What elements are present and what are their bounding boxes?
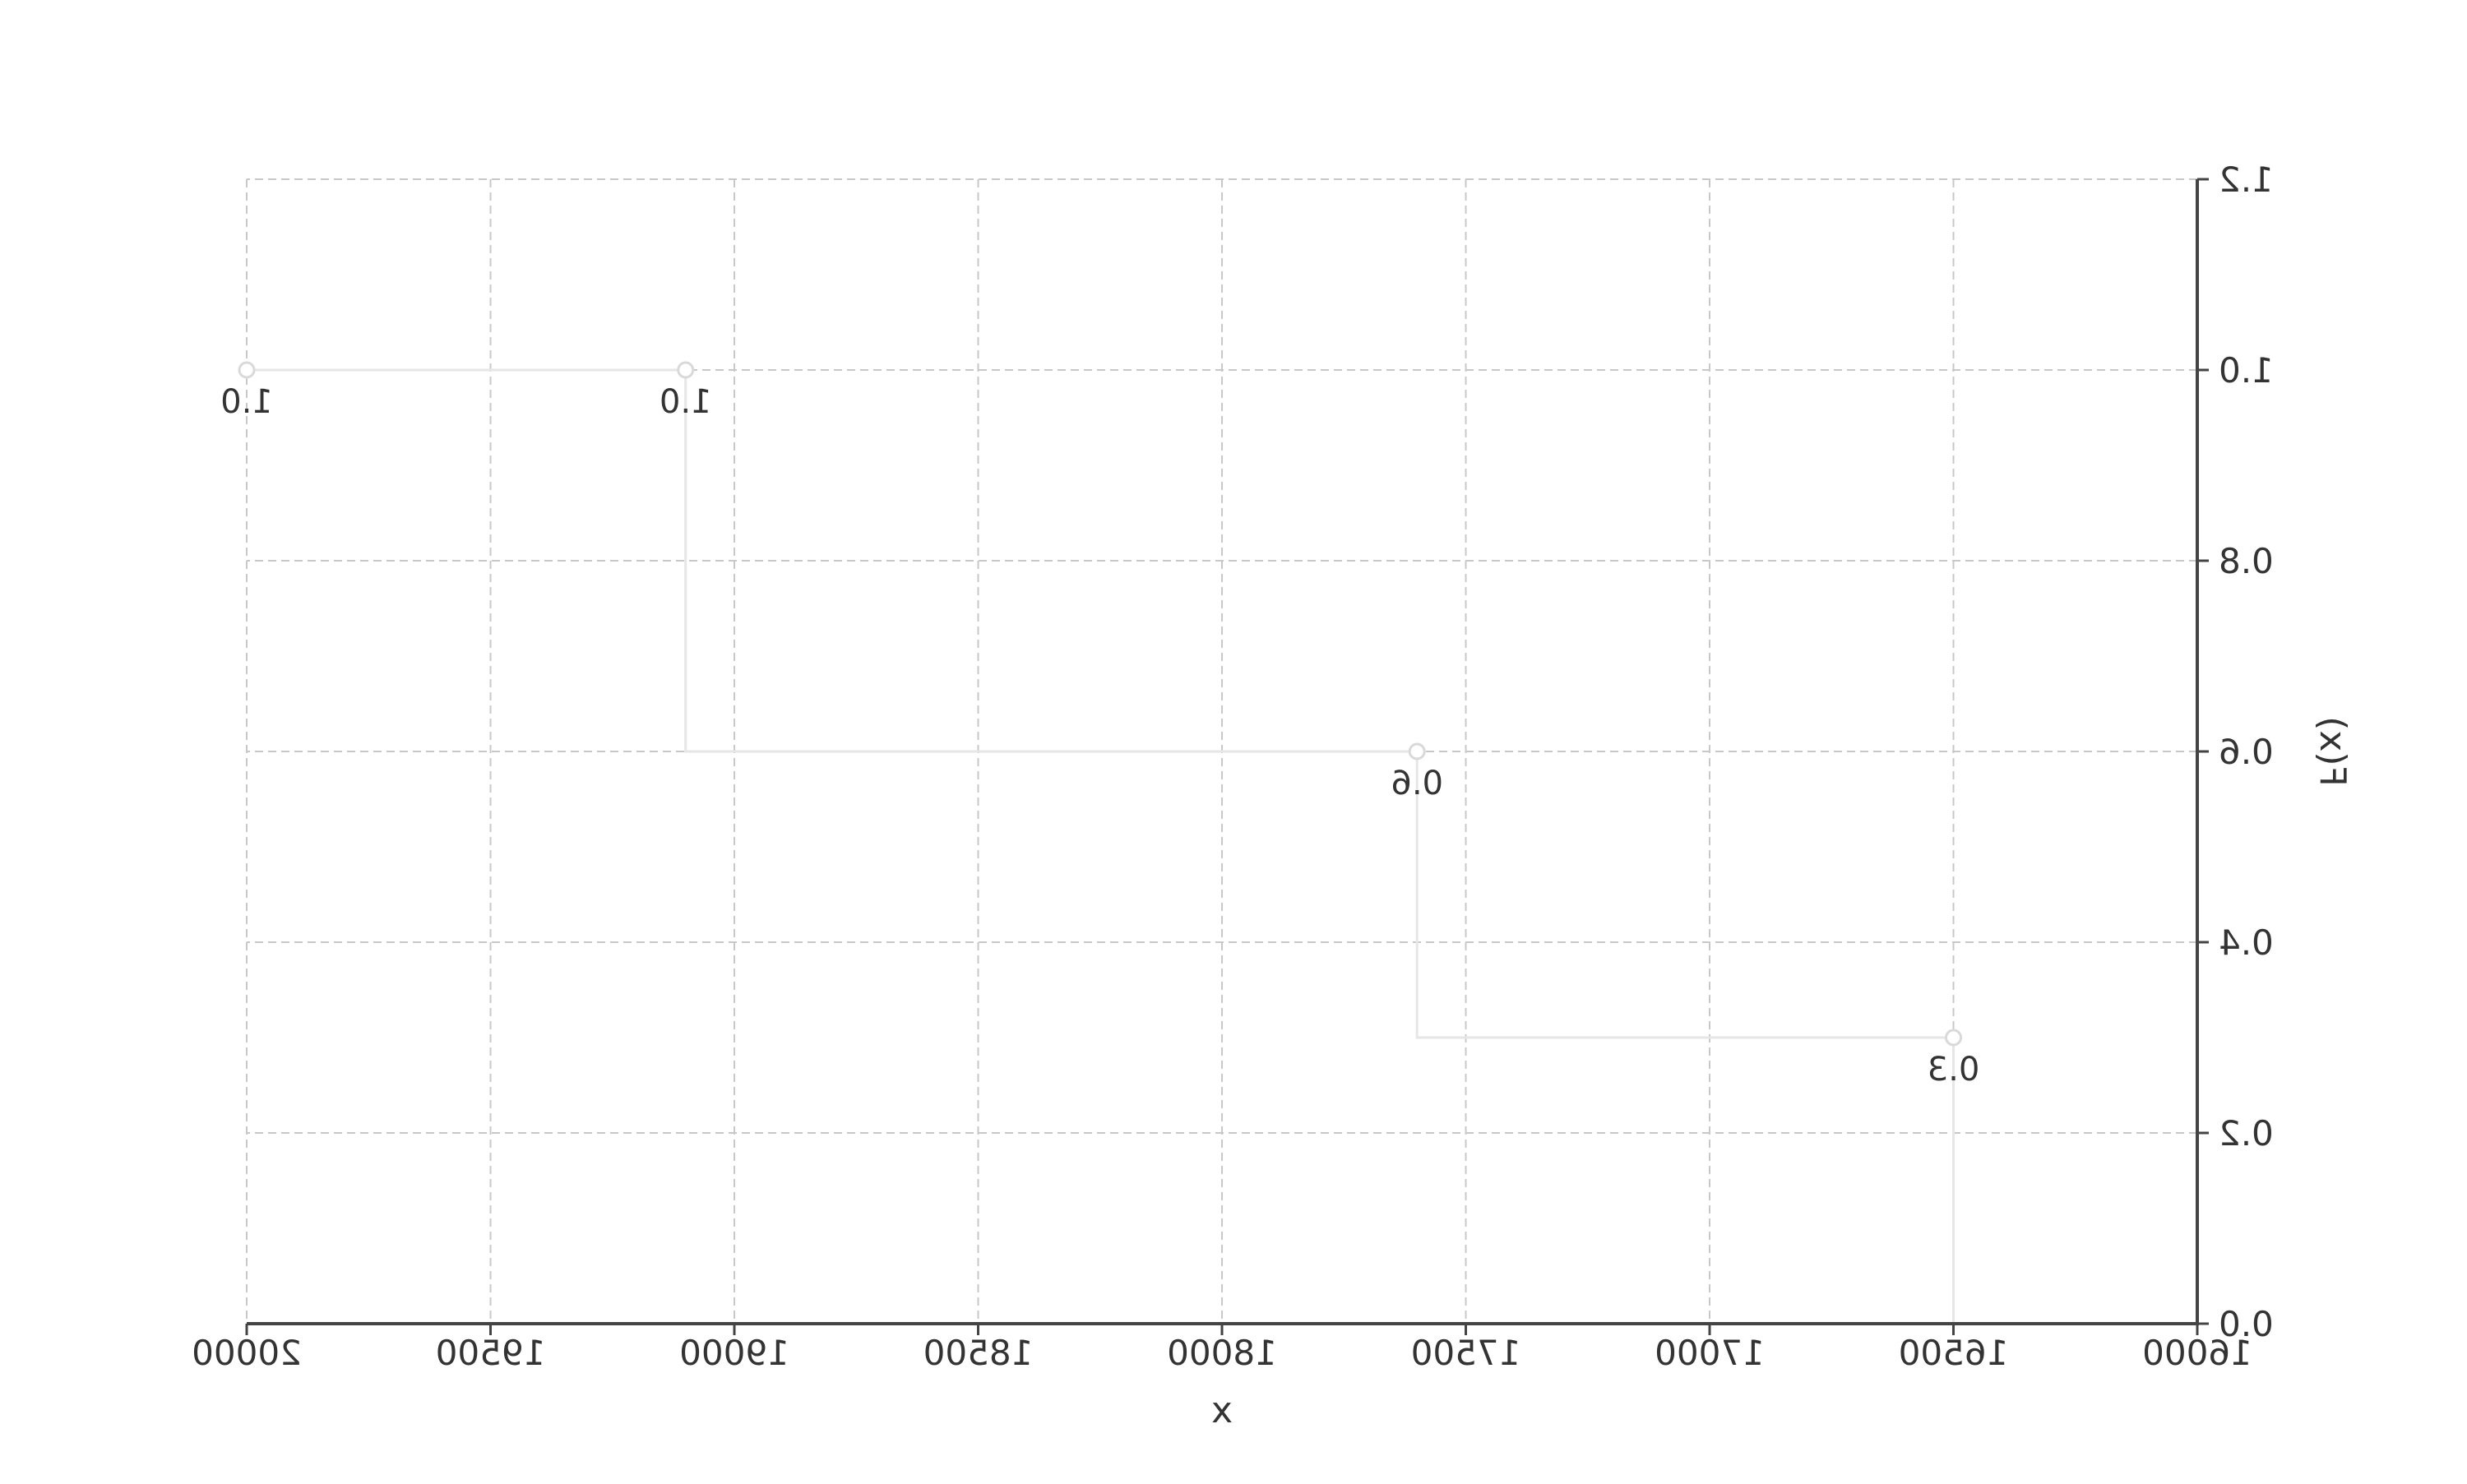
y-tick-label: 0.8 bbox=[2219, 541, 2274, 581]
data-point-marker bbox=[239, 363, 254, 377]
y-tick-label: 0.0 bbox=[2219, 1304, 2274, 1344]
y-tick-label: 0.6 bbox=[2219, 732, 2274, 772]
series-layer bbox=[239, 363, 1961, 1324]
y-tick-label: 0.2 bbox=[2219, 1113, 2274, 1153]
cdf-step-line bbox=[247, 370, 1954, 1324]
x-tick-label: 19500 bbox=[436, 1333, 546, 1373]
data-point-label: 1.0 bbox=[660, 383, 712, 421]
data-point-label: 1.0 bbox=[220, 383, 273, 421]
x-tick-label: 19000 bbox=[679, 1333, 789, 1373]
x-tick-label: 17500 bbox=[1411, 1333, 1521, 1373]
labels: 0.3 0.6 1.0 1.0 bbox=[220, 383, 1979, 1089]
x-tick-label: 18000 bbox=[1167, 1333, 1277, 1373]
x-tick-label: 18500 bbox=[923, 1333, 1034, 1373]
data-point-marker bbox=[678, 363, 693, 377]
data-point-label: 0.3 bbox=[1928, 1051, 1980, 1089]
data-point-marker bbox=[1409, 744, 1424, 759]
y-tick-label: 0.4 bbox=[2219, 922, 2274, 963]
axes: 1600016500170001750018000185001900019500… bbox=[192, 159, 2274, 1373]
y-axis-title: F(x) bbox=[2312, 716, 2354, 787]
x-tick-label: 20000 bbox=[192, 1333, 302, 1373]
x-axis-title: x bbox=[1211, 1389, 1233, 1431]
y-tick-label: 1.2 bbox=[2219, 159, 2274, 200]
x-tick-label: 17000 bbox=[1655, 1333, 1765, 1373]
x-tick-label: 16500 bbox=[1899, 1333, 2009, 1373]
y-tick-label: 1.0 bbox=[2219, 350, 2274, 391]
data-point-marker bbox=[1946, 1030, 1961, 1045]
data-point-label: 0.6 bbox=[1391, 765, 1443, 802]
